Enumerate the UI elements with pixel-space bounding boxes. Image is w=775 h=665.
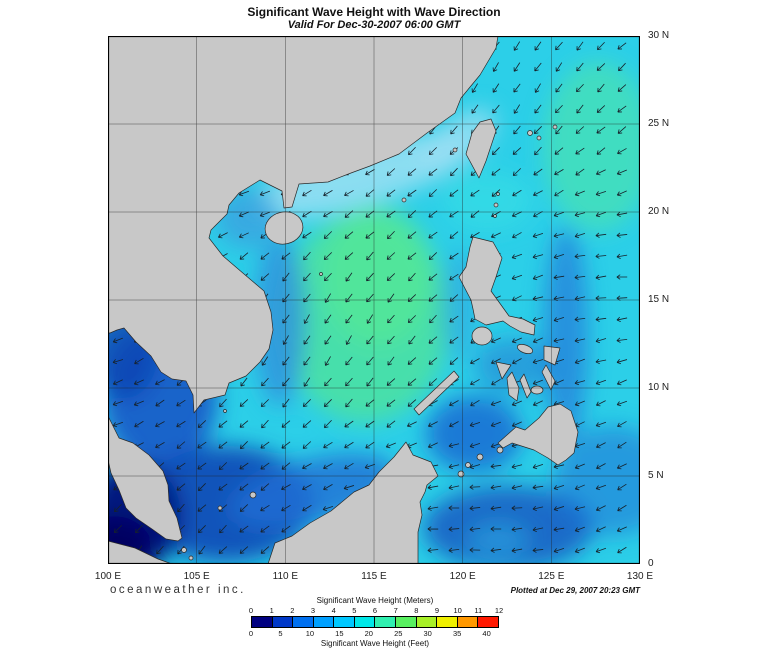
lon-tick-label: 115 E bbox=[361, 571, 387, 582]
lat-tick-label: 25 N bbox=[648, 118, 670, 129]
land-mindoro bbox=[471, 326, 493, 346]
legend-meters-title: Significant Wave Height (Meters) bbox=[316, 596, 434, 605]
land-malay-peninsula bbox=[108, 415, 183, 542]
legend-meters-tick: 2 bbox=[290, 606, 295, 615]
legend-meters-tick: 6 bbox=[372, 606, 378, 615]
legend-meters-tick: 3 bbox=[310, 606, 316, 615]
legend-feet-tick: 30 bbox=[423, 629, 432, 638]
land-layer bbox=[108, 36, 579, 564]
legend-meters-tick: 0 bbox=[248, 606, 254, 615]
legend-color-cell bbox=[416, 617, 438, 627]
lon-tick-label: 100 E bbox=[94, 571, 122, 582]
legend-meters-tick: 4 bbox=[331, 606, 336, 615]
legend-feet-tick: 15 bbox=[335, 629, 344, 638]
legend-color-cell bbox=[354, 617, 376, 627]
land-sumatra bbox=[108, 540, 173, 564]
map-frame-border bbox=[108, 36, 640, 564]
lat-tick-label: 15 N bbox=[648, 294, 670, 305]
valid-time-subtitle: Valid For Dec-30-2007 06:00 GMT bbox=[287, 19, 461, 31]
land-hainan bbox=[264, 211, 304, 245]
legend-color-cell bbox=[396, 617, 417, 627]
land-bohol bbox=[530, 385, 544, 395]
land-luzon bbox=[458, 236, 536, 336]
legend-meters-tick: 10 bbox=[453, 606, 462, 615]
land-mindanao bbox=[497, 403, 579, 466]
lon-tick-label: 120 E bbox=[449, 571, 476, 582]
legend-feet-tick: 20 bbox=[364, 629, 373, 638]
lon-tick-label: 130 E bbox=[626, 571, 654, 582]
land-panay bbox=[495, 361, 512, 380]
legend-meters-tick: 5 bbox=[352, 606, 357, 615]
legend-meters-ticks: 0 1 2 3 4 5 6 7 8 9 10 11 12 bbox=[248, 606, 503, 615]
land-leyte bbox=[541, 364, 556, 391]
legend-feet-tick: 10 bbox=[305, 629, 315, 638]
legend-color-cell bbox=[375, 617, 397, 627]
legend-color-cell bbox=[272, 617, 294, 627]
land-cebu bbox=[519, 373, 532, 399]
land-borneo bbox=[267, 441, 439, 564]
legend-feet-tick: 25 bbox=[394, 629, 403, 638]
latlon-grid-layer bbox=[108, 36, 640, 564]
legend-color-cell bbox=[334, 617, 355, 627]
legend-meters-tick: 11 bbox=[474, 606, 483, 615]
land-masbate bbox=[517, 344, 533, 354]
land-samar bbox=[543, 345, 561, 366]
legend-meters-tick: 12 bbox=[494, 606, 504, 615]
land-negros bbox=[506, 371, 520, 402]
lon-tick-label: 105 E bbox=[183, 571, 210, 582]
plotted-timestamp: Plotted at Dec 29, 2007 20:23 GMT bbox=[510, 586, 640, 595]
legend-meters-tick: 1 bbox=[269, 606, 274, 615]
lat-tick-label: 0 bbox=[648, 558, 654, 569]
map-canvas bbox=[108, 36, 640, 564]
legend-color-cell bbox=[437, 617, 458, 627]
land-palawan bbox=[413, 370, 460, 416]
legend-feet-ticks: 0 5 10 15 20 25 30 35 40 bbox=[248, 629, 499, 638]
legend-color-cell bbox=[457, 617, 479, 627]
lat-tick-label: 20 N bbox=[648, 206, 670, 217]
legend-meters-tick: 8 bbox=[414, 606, 419, 615]
legend-color-cell bbox=[313, 617, 335, 627]
lat-tick-label: 30 N bbox=[648, 30, 670, 41]
legend-meters-tick: 7 bbox=[393, 606, 398, 615]
land-china-indochina bbox=[108, 36, 499, 414]
oceanweather-branding: oceanweather inc. bbox=[110, 584, 246, 596]
lat-tick-label: 10 N bbox=[648, 382, 670, 393]
legend-feet-tick: 0 bbox=[248, 629, 254, 638]
lon-tick-label: 110 E bbox=[272, 571, 299, 582]
legend-feet-tick: 5 bbox=[278, 629, 283, 638]
legend-color-cell bbox=[478, 617, 498, 627]
legend-meters-tick: 9 bbox=[434, 606, 440, 615]
legend-feet-tick: 40 bbox=[482, 629, 491, 638]
page-title: Significant Wave Height with Wave Direct… bbox=[247, 5, 501, 19]
legend-colorbar bbox=[251, 616, 499, 628]
lon-tick-label: 125 E bbox=[538, 571, 565, 582]
legend-feet-tick: 35 bbox=[452, 629, 462, 638]
lat-tick-label: 5 N bbox=[648, 470, 664, 481]
legend-color-cell bbox=[252, 617, 273, 627]
legend-feet-title: Significant Wave Height (Feet) bbox=[320, 639, 430, 648]
legend-color-cell bbox=[293, 617, 314, 627]
